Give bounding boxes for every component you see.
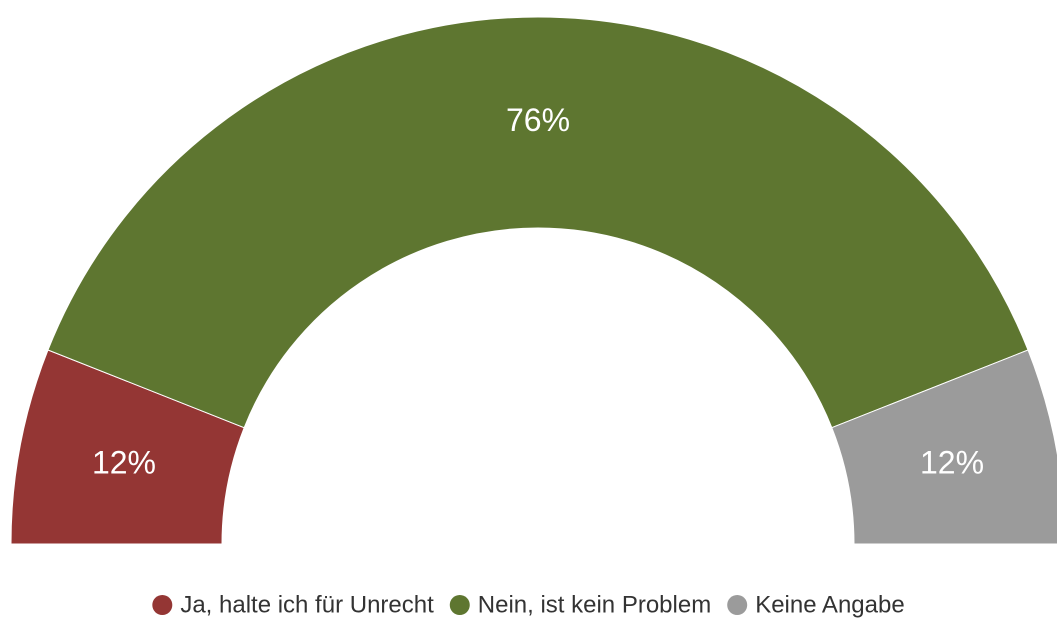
value-label: 12% [92, 444, 156, 480]
legend-swatch [152, 595, 173, 615]
legend-swatch [727, 595, 748, 615]
donut-segment [831, 349, 1057, 545]
value-label: 76% [506, 102, 570, 138]
legend-label: Keine Angabe [755, 591, 904, 618]
legend-swatch [449, 595, 470, 615]
donut-segment [47, 16, 1029, 429]
legend: Ja, halte ich für Unrecht Nein, ist kein … [152, 591, 905, 618]
legend-label: Nein, ist kein Problem [478, 591, 711, 618]
legend-label: Ja, halte ich für Unrecht [180, 591, 434, 618]
value-label: 12% [920, 444, 984, 480]
